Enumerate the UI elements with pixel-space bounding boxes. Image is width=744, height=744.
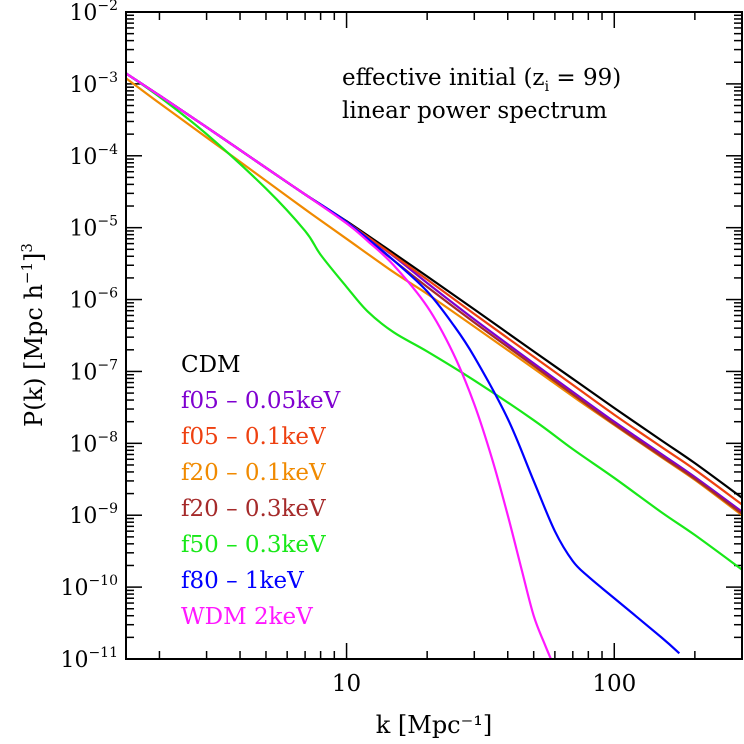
y-tick-label: 10−10: [60, 573, 118, 601]
legend-entry-2: f05 – 0.1keV: [181, 424, 326, 450]
annotation-line2: linear power spectrum: [342, 98, 607, 124]
legend-entry-7: WDM 2keV: [181, 604, 313, 630]
legend: CDM f05 – 0.05keV f05 – 0.1keV f20 – 0.1keV…: [181, 352, 341, 630]
y-axis-label-sup2: 3: [18, 243, 36, 253]
legend-entry-1: f05 – 0.05keV: [181, 388, 341, 414]
y-tick-label: 10−6: [69, 286, 118, 314]
y-tick-label: 10−3: [69, 70, 118, 98]
x-tick-label: 100: [592, 671, 636, 697]
y-tick-label: 10−9: [69, 501, 118, 529]
y-tick-label: 10−8: [69, 429, 118, 457]
y-tick-label: 10−5: [69, 214, 118, 242]
y-axis-label-main: P(k) [Mpc h: [20, 284, 48, 427]
legend-entry-0: CDM: [181, 352, 241, 378]
x-axis-label: k [Mpc⁻¹]: [376, 711, 493, 739]
annotation-line1-b: = 99): [549, 65, 621, 91]
y-tick-label: 10−7: [69, 357, 118, 385]
legend-entry-6: f80 – 1keV: [181, 568, 304, 594]
series-line-5: [126, 72, 742, 571]
y-axis-label: P(k) [Mpc h−1]3: [18, 243, 48, 427]
y-axis-label-close: ]: [20, 253, 48, 262]
y-tick-label: 10−4: [69, 142, 118, 170]
y-axis-label-sup1: −1: [18, 262, 36, 284]
x-tick-label: 10: [332, 671, 361, 697]
axes: 10 100 10−2 10−3 10−4 10−5 10−6 10−7 10−8 10−9 10−…: [60, 0, 743, 697]
legend-entry-4: f20 – 0.3keV: [181, 496, 326, 522]
series-lines: [126, 72, 742, 659]
y-tick-label: 10−11: [60, 645, 118, 673]
annotation-line1-a: effective initial (z: [342, 65, 545, 91]
legend-entry-3: f20 – 0.1keV: [181, 460, 326, 486]
plot-frame: [125, 11, 743, 660]
y-tick-label: 10−2: [69, 0, 118, 26]
series-line-7: [126, 72, 552, 659]
annotation-line1: effective initial (zi = 99): [342, 65, 621, 95]
legend-entry-5: f50 – 0.3keV: [181, 532, 326, 558]
annotation-subscript: i: [545, 79, 550, 95]
